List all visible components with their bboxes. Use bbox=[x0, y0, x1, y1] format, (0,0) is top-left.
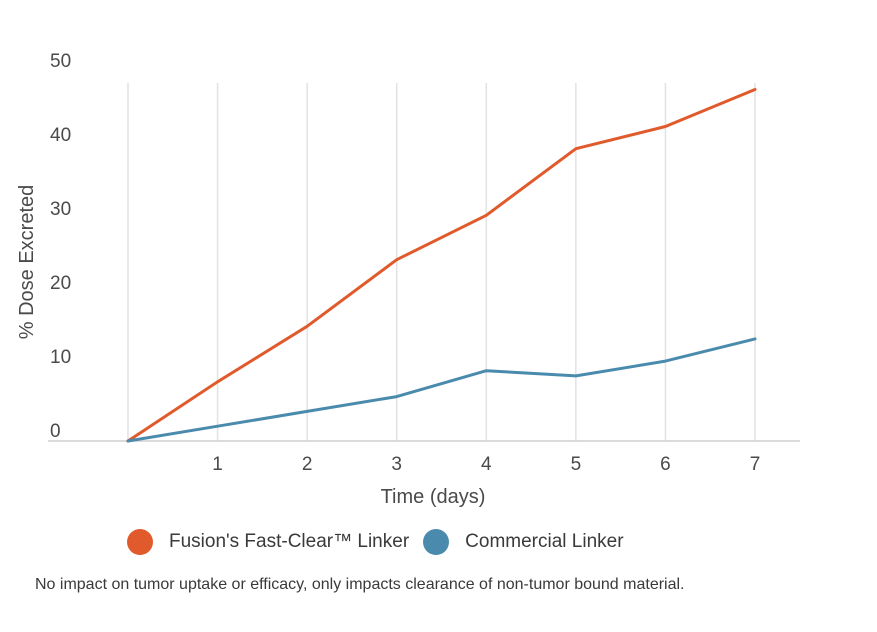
series-layer bbox=[126, 88, 757, 443]
y-tick-label-40: 40 bbox=[50, 125, 71, 146]
x-tick-label-7: 7 bbox=[750, 454, 761, 475]
line-chart: 0 10 20 30 40 50 1 2 3 4 5 6 7 Time (days) % Dose Ex… bbox=[16, 51, 800, 508]
x-tick-label-1: 1 bbox=[212, 454, 223, 475]
x-tick-label-6: 6 bbox=[660, 454, 671, 475]
x-tick-label-4: 4 bbox=[481, 454, 492, 475]
x-tick-label-3: 3 bbox=[391, 454, 402, 475]
series-line-1 bbox=[126, 337, 757, 443]
grid-layer bbox=[127, 83, 756, 441]
y-tick-label-10: 10 bbox=[50, 347, 71, 368]
y-tick-label-20: 20 bbox=[50, 273, 71, 294]
x-axis-title: Time (days) bbox=[381, 486, 486, 508]
y-tick-label-30: 30 bbox=[50, 199, 71, 220]
legend-label-commercial: Commercial Linker bbox=[465, 531, 624, 552]
footnote: No impact on tumor uptake or efficacy, o… bbox=[35, 576, 685, 593]
legend-swatch-commercial bbox=[423, 529, 450, 555]
x-tick-label-5: 5 bbox=[571, 454, 582, 475]
y-tick-label-0: 0 bbox=[50, 421, 61, 442]
x-tick-label-2: 2 bbox=[302, 454, 313, 475]
legend: Fusion's Fast-Clear™ Linker Commercial L… bbox=[127, 529, 638, 555]
legend-item-commercial: Commercial Linker bbox=[423, 529, 624, 555]
y-axis-title: % Dose Excreted bbox=[16, 185, 38, 340]
legend-item-fast-clear: Fusion's Fast-Clear™ Linker bbox=[127, 529, 409, 555]
legend-label-fast-clear: Fusion's Fast-Clear™ Linker bbox=[169, 531, 410, 552]
axis-layer: 0 10 20 30 40 50 1 2 3 4 5 6 7 bbox=[48, 51, 800, 475]
y-tick-label-50: 50 bbox=[50, 51, 71, 72]
legend-swatch-fast-clear bbox=[127, 529, 153, 555]
series-line-0 bbox=[126, 88, 757, 443]
